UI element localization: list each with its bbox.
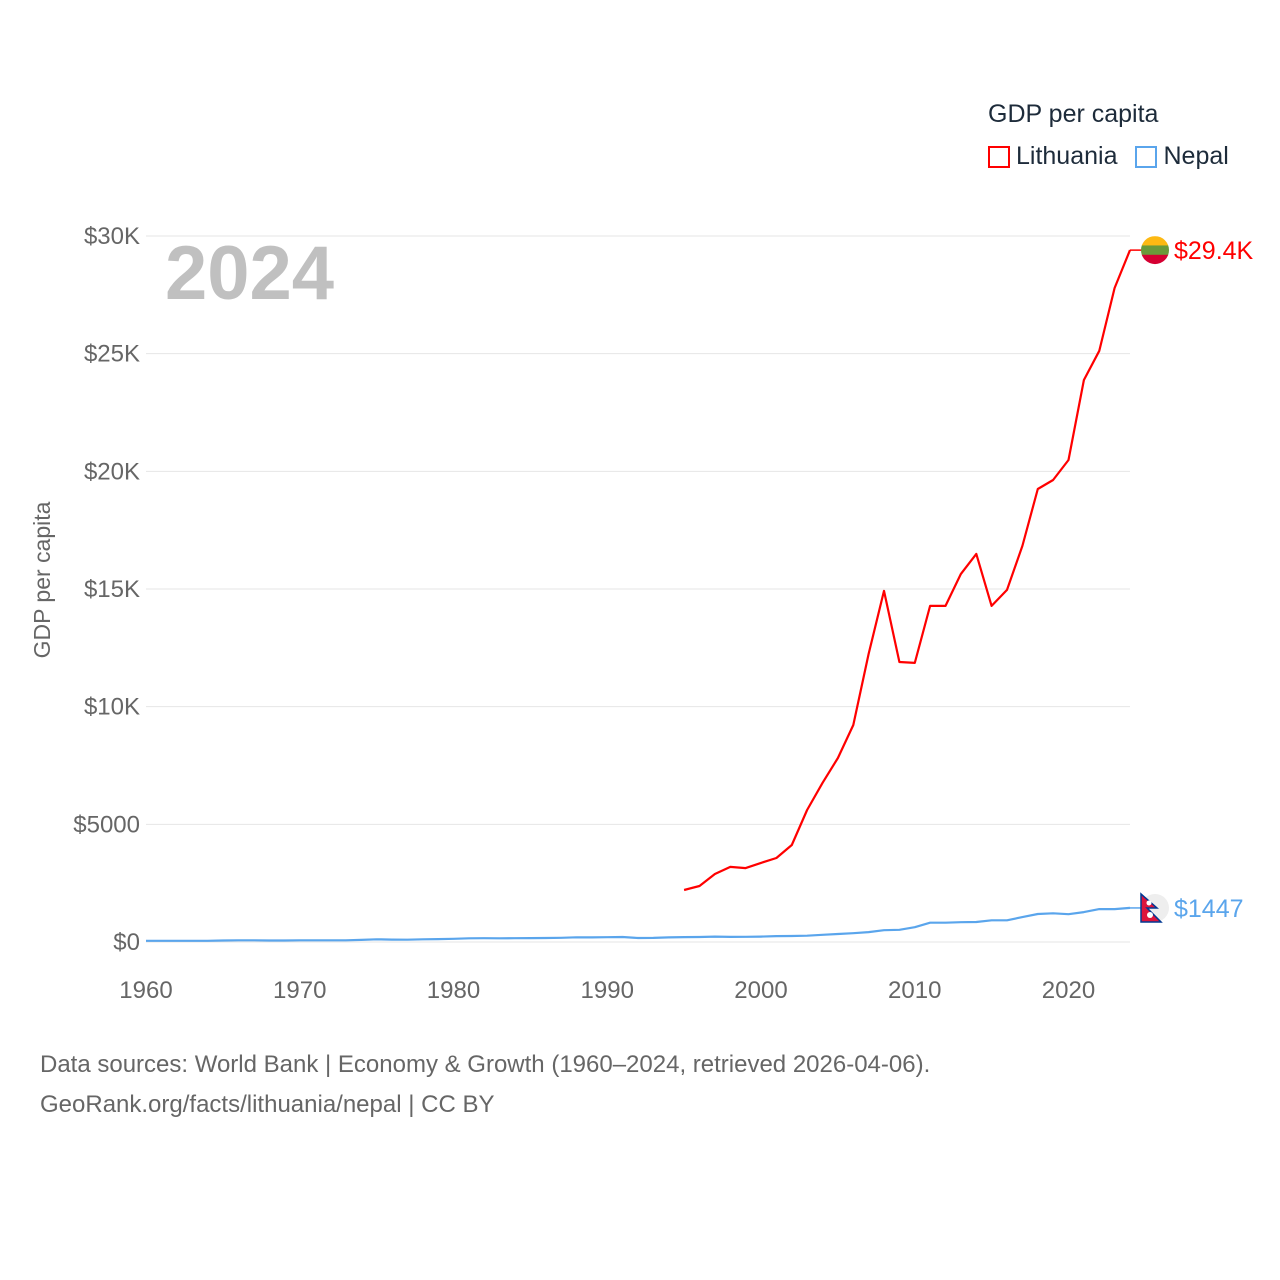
legend-swatch-lithuania [988,145,1010,168]
flag-stripe [1141,236,1169,246]
y-tick-label: $10K [84,694,140,721]
legend-item-nepal[interactable]: Nepal [1135,142,1229,171]
x-tick-label: 2000 [734,977,787,1004]
x-tick-label: 1960 [119,977,172,1004]
y-tick-label: $0 [113,929,140,956]
flag-stripe [1141,245,1169,256]
legend-title: GDP per capita [988,100,1159,128]
source-link[interactable]: GeoRank.org/facts/lithuania/nepal | CC B… [40,1091,495,1118]
source-note: Data sources: World Bank | Economy & Gro… [40,1045,930,1125]
y-axis-label: GDP per capita [29,501,55,658]
x-tick-label: 2010 [888,977,941,1004]
end-value-label: $1447 [1174,895,1244,923]
legend-label: Nepal [1163,142,1229,170]
year-label: 2024 [165,231,335,316]
series-line-nepal [146,906,1131,942]
nepal-flag-pennant [1140,892,1163,923]
legend: Lithuania Nepal [988,142,1229,171]
x-tick-label: 1980 [427,977,480,1004]
y-tick-label: $30K [84,223,140,250]
x-tick-label: 1990 [581,977,634,1004]
y-tick-label: $5000 [73,811,140,838]
legend-item-lithuania[interactable]: Lithuania [988,142,1117,171]
end-value-label: $29.4K [1174,237,1254,265]
x-tick-label: 2020 [1042,977,1095,1004]
y-tick-label: $15K [84,576,140,603]
flag-moon [1146,900,1152,906]
series-line-lithuania [683,249,1132,892]
y-tick-label: $25K [84,341,140,368]
x-tick-label: 1970 [273,977,326,1004]
flag-stripe [1141,254,1169,265]
source-line: Data sources: World Bank | Economy & Gro… [40,1051,931,1078]
legend-label: Lithuania [1016,142,1118,170]
legend-swatch-nepal [1135,145,1158,168]
y-tick-label: $20K [84,458,140,485]
flag-sun [1147,911,1153,918]
